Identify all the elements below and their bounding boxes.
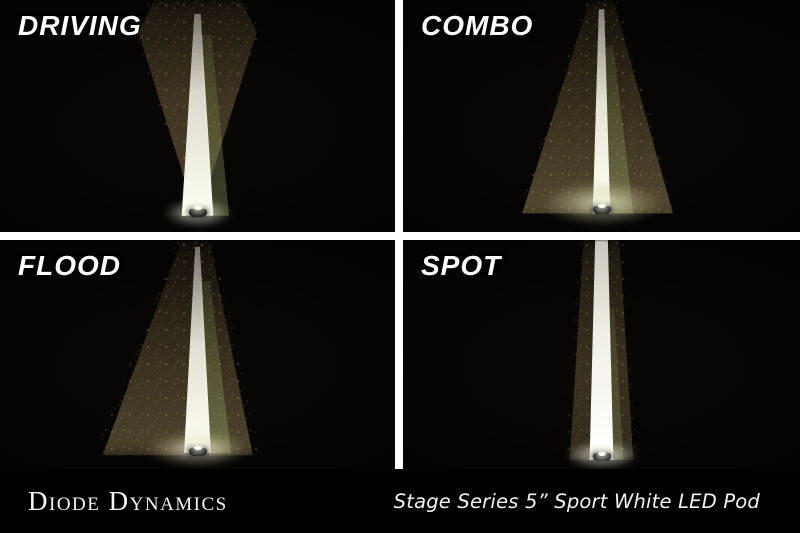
led-pod-silhouette <box>592 206 611 215</box>
led-pod-glow <box>193 446 202 451</box>
night-scene-driving <box>0 0 395 232</box>
product-name: Stage Series 5” Sport White LED Pod <box>393 489 760 513</box>
horizontal-divider <box>0 232 800 240</box>
panel-spot: SPOT <box>403 240 800 469</box>
beam-core <box>589 240 614 460</box>
beam-label-spot: SPOT <box>421 250 502 281</box>
beam-label-combo: COMBO <box>421 10 534 41</box>
led-pod-silhouette <box>188 208 207 217</box>
night-scene-spot <box>403 240 800 469</box>
led-pod-glow <box>193 206 202 211</box>
panel-flood: FLOOD <box>0 240 395 469</box>
beam-label-driving: DRIVING <box>18 10 142 41</box>
footer-bar: Diode Dynamics Stage Series 5” Sport Whi… <box>0 469 800 533</box>
panel-combo: COMBO <box>403 0 800 232</box>
ground-glow <box>541 180 662 225</box>
led-pod-glow <box>597 451 606 456</box>
led-pod-silhouette <box>188 448 207 457</box>
night-scene-flood <box>0 240 395 469</box>
night-scene-combo <box>403 0 800 232</box>
panel-driving: DRIVING <box>0 0 395 232</box>
led-pod-silhouette <box>592 452 611 461</box>
brand-logo-text: Diode Dynamics <box>28 485 228 516</box>
beam-label-flood: FLOOD <box>18 250 121 281</box>
led-pod-glow <box>597 204 606 209</box>
